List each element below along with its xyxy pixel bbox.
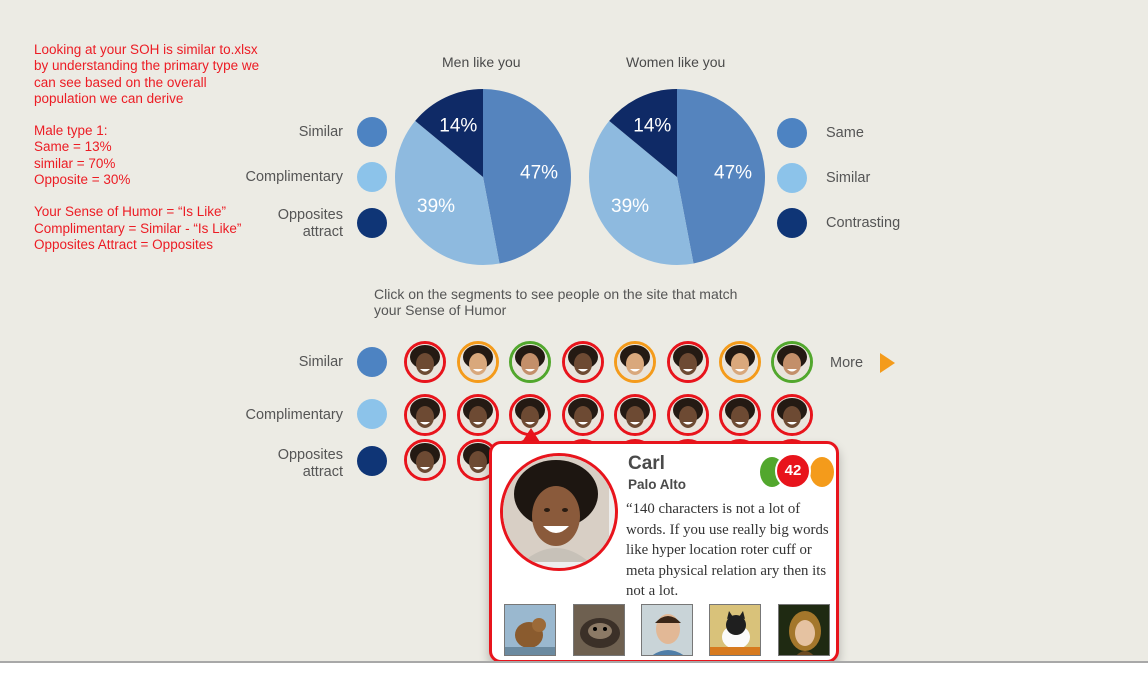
men-chart-title: Men like you — [442, 54, 521, 70]
row-similar-dot[interactable] — [357, 347, 387, 377]
footer-bar — [0, 661, 1148, 683]
legend-opposites-dot[interactable] — [357, 208, 387, 238]
profile-photo[interactable] — [500, 453, 618, 571]
legend-same-dot[interactable] — [777, 118, 807, 148]
women-pie-label-47: 47% — [714, 163, 752, 184]
legend-opposites-label: Opposites attract — [277, 207, 343, 240]
row-opposites-dot[interactable] — [357, 446, 387, 476]
row-similar-label: Similar — [298, 354, 343, 370]
similar-match-avatar[interactable] — [509, 341, 551, 383]
play-arrow-icon[interactable] — [880, 353, 895, 373]
opposites-match-avatar[interactable] — [404, 439, 446, 481]
profile-location: Palo Alto — [628, 477, 687, 492]
thumb-squirrel-photo[interactable] — [504, 604, 556, 656]
similar-match-avatar[interactable] — [457, 341, 499, 383]
legend-same-label: Same — [826, 125, 864, 141]
score-orange-marker — [810, 457, 834, 487]
women-pie-label-39: 39% — [611, 196, 649, 217]
complimentary-match-avatar[interactable] — [562, 394, 604, 436]
notes-male-type: Male type 1: Same = 13% similar = 70% Op… — [34, 123, 131, 188]
legend-similar-right-dot[interactable] — [777, 163, 807, 193]
match-score-badge: 42 — [775, 453, 811, 489]
men-pie-chart[interactable]: 47% 39% 14% — [394, 88, 572, 266]
row-complimentary-label: Complimentary — [245, 407, 344, 423]
thumb-kitten-photo[interactable] — [709, 604, 761, 656]
complimentary-match-avatar[interactable] — [771, 394, 813, 436]
similar-match-avatar[interactable] — [562, 341, 604, 383]
complimentary-match-avatar[interactable] — [457, 394, 499, 436]
women-chart-title: Women like you — [626, 54, 726, 70]
legend-similar-dot[interactable] — [357, 117, 387, 147]
women-pie-slice-47[interactable] — [677, 89, 766, 264]
profile-name: Carl — [628, 453, 665, 474]
men-pie-label-39: 39% — [417, 196, 455, 217]
men-pie-label-14: 14% — [439, 115, 477, 136]
similar-match-avatar[interactable] — [719, 341, 761, 383]
more-link[interactable]: More — [830, 355, 864, 371]
women-pie-slice-14[interactable] — [609, 89, 677, 177]
notes-intro: Looking at your SOH is similar to.xlsx b… — [34, 42, 260, 106]
notes-definitions: Your Sense of Humor = “Is Like” Complime… — [34, 204, 242, 252]
women-pie-chart[interactable]: 47% 39% 14% — [588, 88, 766, 266]
thumb-person-photo[interactable] — [641, 604, 693, 656]
similar-match-avatar[interactable] — [667, 341, 709, 383]
legend-similar-right-label: Similar — [826, 170, 871, 186]
profile-quote: “140 characters is not a lot of words. I… — [626, 501, 829, 599]
row-complimentary-dot[interactable] — [357, 399, 387, 429]
men-pie-slice-14[interactable] — [415, 89, 483, 177]
women-pie-label-14: 14% — [633, 115, 671, 136]
popup-pointer — [522, 428, 540, 442]
legend-complimentary-dot[interactable] — [357, 162, 387, 192]
legend-contrasting-label: Contrasting — [826, 215, 901, 231]
men-pie-slice-39[interactable] — [395, 120, 500, 265]
complimentary-match-avatar[interactable] — [719, 394, 761, 436]
similar-match-avatar[interactable] — [614, 341, 656, 383]
complimentary-match-avatar[interactable] — [404, 394, 446, 436]
legend-complimentary-label: Complimentary — [245, 169, 344, 185]
similar-match-avatar[interactable] — [404, 341, 446, 383]
men-pie-label-47: 47% — [520, 163, 558, 184]
notes-panel: Looking at your SOH is similar to.xlsx b… — [34, 42, 294, 253]
instructions-text: Click on the segments to see people on t… — [374, 286, 738, 318]
legend-contrasting-dot[interactable] — [777, 208, 807, 238]
similar-match-avatar[interactable] — [771, 341, 813, 383]
legend-similar-label: Similar — [298, 124, 343, 140]
women-pie-slice-39[interactable] — [589, 120, 694, 265]
complimentary-match-avatar[interactable] — [667, 394, 709, 436]
men-pie-slice-47[interactable] — [483, 89, 572, 264]
profile-popup: Carl Palo Alto 42 “140 characters is not… — [489, 441, 839, 663]
thumb-woman-photo[interactable] — [778, 604, 830, 656]
complimentary-match-avatar[interactable] — [614, 394, 656, 436]
thumb-raccoon-photo[interactable] — [573, 604, 625, 656]
row-opposites-label: Opposites attract — [277, 447, 343, 480]
